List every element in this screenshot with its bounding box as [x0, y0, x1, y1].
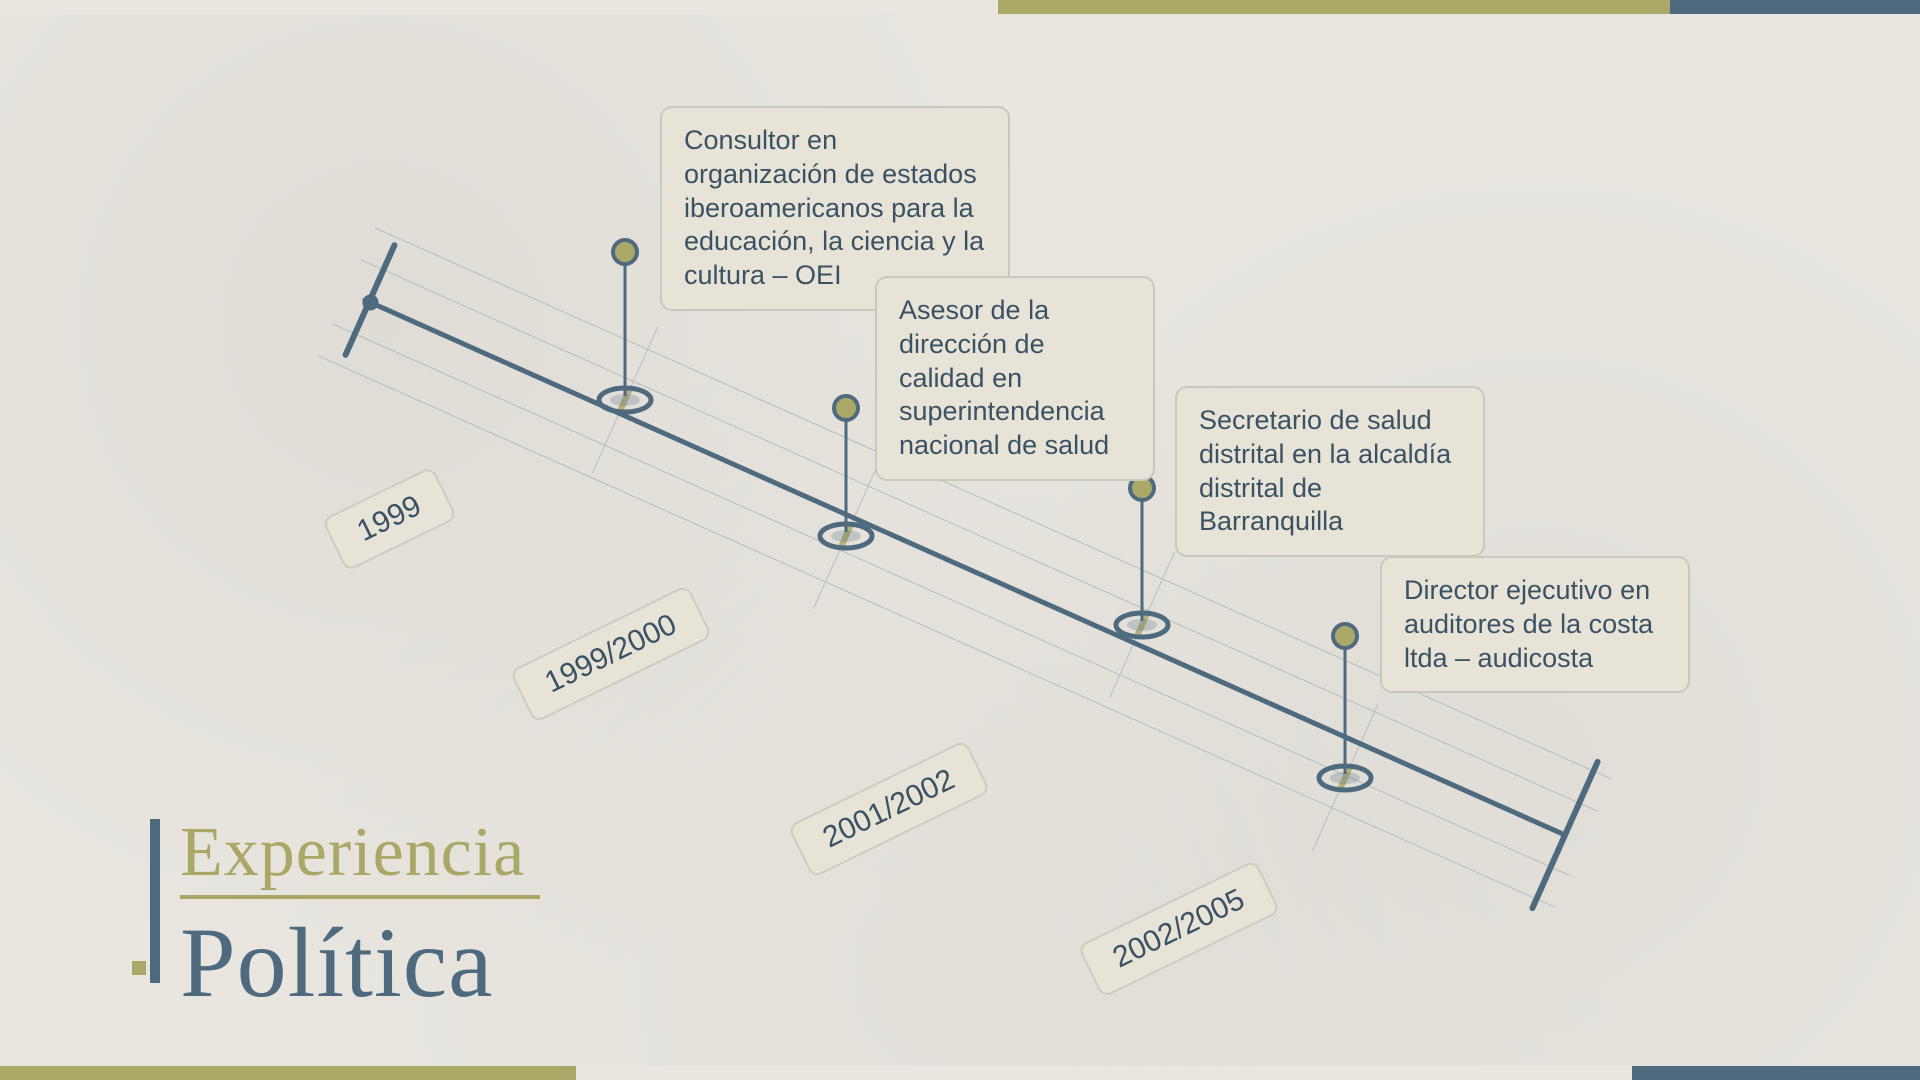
- title-line2: Política: [150, 905, 540, 1020]
- title-block: Experiencia Política: [150, 813, 540, 1020]
- timeline-card: Secretario de salud distrital en la alca…: [1175, 386, 1485, 557]
- title-line2-text: Política: [180, 907, 494, 1018]
- title-line1: Experiencia: [150, 813, 540, 893]
- title-dot-icon: [132, 961, 146, 975]
- timeline-card: Director ejecutivo en auditores de la co…: [1380, 556, 1690, 693]
- timeline-card: Asesor de la dirección de calidad en sup…: [875, 276, 1155, 481]
- title-underline: [180, 895, 540, 899]
